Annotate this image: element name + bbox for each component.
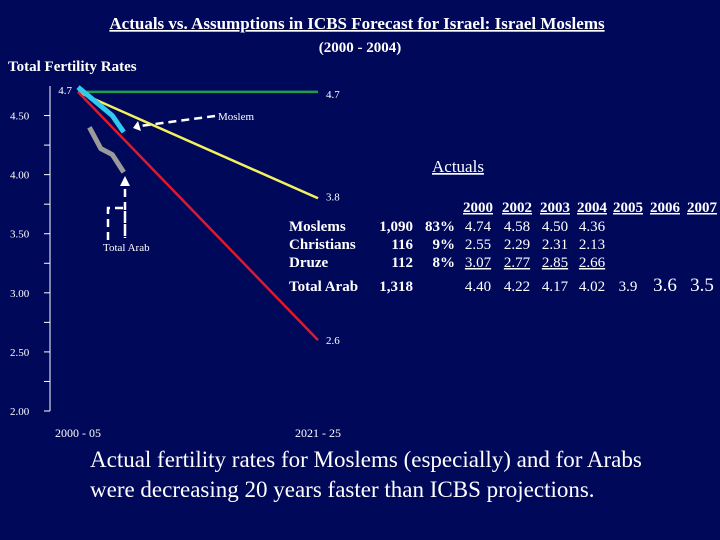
series-label: Moslem [218,111,255,123]
row-name: Christians [289,237,356,253]
table-cell: 2.31 [542,237,568,253]
table-cell: 3.6 [653,275,677,296]
x-tick-label: 2021 - 25 [295,426,341,440]
table-cell: 2.55 [465,237,491,253]
series-line [87,126,126,174]
table-cell: 4.50 [542,219,568,235]
table-cell: 2.85 [542,255,568,271]
table-cell: 4.40 [465,279,491,295]
table-header: 2007 [687,200,718,216]
table-header: 2005 [613,200,643,216]
table-cell: 2.77 [504,255,531,271]
y-tick-label: 3.50 [10,229,30,241]
data-label: 3.8 [326,191,340,203]
row-count: 1,318 [379,279,413,295]
series-line [77,91,319,341]
caption: were decreasing 20 years faster than ICB… [90,477,595,502]
row-share: 9% [433,237,456,253]
y-tick-label: 4.50 [10,111,30,123]
y-axis-title: Total Fertility Rates [8,59,137,75]
row-share: 8% [433,255,456,271]
caption: Actual fertility rates for Moslems (espe… [90,447,642,472]
y-tick-label: 2.00 [10,406,30,418]
table-cell: 3.5 [690,275,714,296]
table-cell: 4.74 [465,219,492,235]
y-tick-label: 3.00 [10,288,30,300]
subtitle: (2000 - 2004) [319,40,402,56]
row-count: 116 [391,237,413,253]
series-line [76,85,126,134]
row-name: Total Arab [289,279,358,295]
table-cell: 4.58 [504,219,530,235]
title: Actuals vs. Assumptions in ICBS Forecast… [109,14,605,33]
table-cell: 4.22 [504,279,530,295]
row-share: 83% [425,219,455,235]
table-cell: 4.02 [579,279,605,295]
data-label: 2.6 [326,335,340,347]
table-header: 2000 [463,200,493,216]
annotation: Actuals [432,157,484,176]
series-label: Total Arab [103,242,150,254]
series-line [77,90,319,200]
arrow [106,184,127,240]
table-cell: 4.17 [542,279,569,295]
x-tick-label: 2000 - 05 [55,426,101,440]
row-name: Druze [289,255,328,271]
table-cell: 2.13 [579,237,605,253]
table-cell: 2.29 [504,237,530,253]
table-cell: 3.07 [465,255,492,271]
table-header: 2006 [650,200,681,216]
table-cell: 2.66 [579,255,606,271]
table-header: 2002 [502,200,532,216]
row-name: Moslems [289,219,346,235]
table-cell: 3.9 [619,279,638,295]
row-count: 1,090 [379,219,413,235]
data-label: 4.7 [326,89,340,101]
table-header: 2004 [577,200,608,216]
row-count: 112 [391,255,413,271]
data-label: 4.7 [58,85,72,97]
arrowhead [120,176,130,186]
arrowhead [133,121,141,131]
y-tick-label: 4.00 [10,170,30,182]
table-header: 2003 [540,200,570,216]
table-cell: 4.36 [579,219,606,235]
y-tick-label: 2.50 [10,347,30,359]
